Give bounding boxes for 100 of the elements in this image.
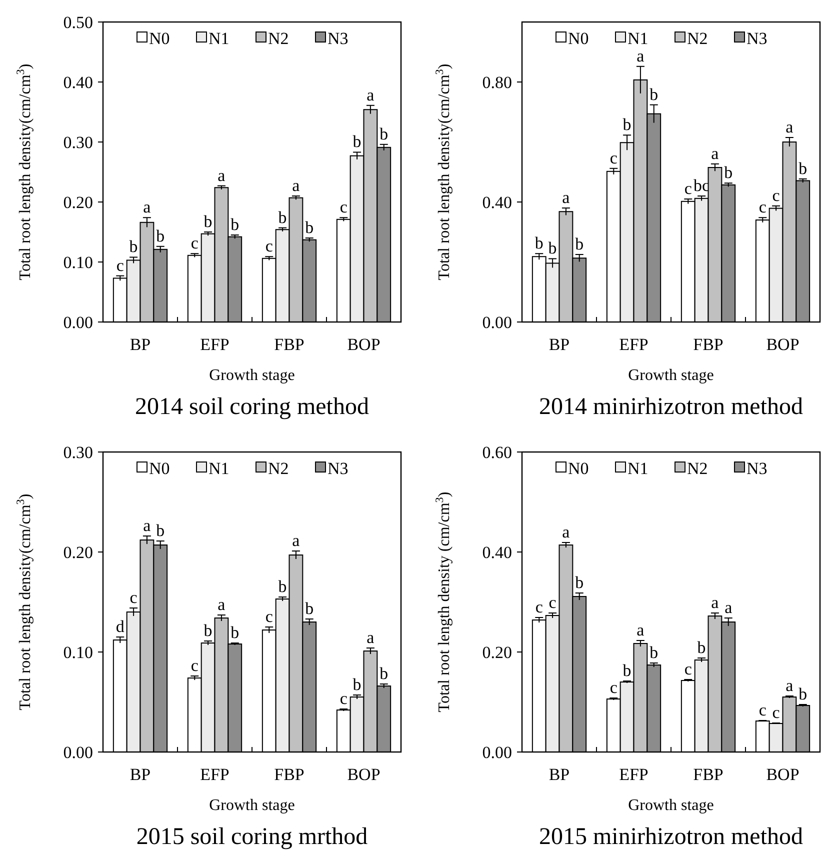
x-tick-label: EFP bbox=[619, 765, 648, 784]
y-tick-label: 0.40 bbox=[482, 542, 512, 562]
y-tick-label: 0.40 bbox=[482, 192, 512, 212]
x-tick-label: FBP bbox=[274, 765, 304, 784]
data-label: c bbox=[190, 234, 199, 253]
legend-label: N0 bbox=[568, 28, 589, 48]
y-tick-label: 0.20 bbox=[482, 642, 512, 662]
data-label: c bbox=[265, 236, 274, 256]
data-label: b bbox=[129, 237, 138, 256]
x-tick-label: FBP bbox=[693, 765, 724, 784]
y-tick-label: 0.20 bbox=[63, 192, 93, 212]
y-tick-label: 0.00 bbox=[63, 742, 93, 762]
data-label: c bbox=[190, 656, 199, 675]
data-label: a bbox=[218, 595, 226, 614]
data-label: b bbox=[798, 684, 808, 704]
data-label: d bbox=[116, 617, 125, 636]
data-label: b bbox=[230, 623, 240, 642]
legend-label: N1 bbox=[208, 458, 230, 478]
x-tick-label: EFP bbox=[200, 335, 230, 354]
legend-label: N3 bbox=[328, 458, 348, 478]
x-tick-label: EFP bbox=[619, 335, 648, 354]
data-label: a bbox=[636, 620, 645, 640]
legend-label: N3 bbox=[746, 458, 768, 478]
data-label: b bbox=[575, 234, 584, 254]
data-label: a bbox=[711, 593, 720, 612]
legend-label: N3 bbox=[328, 28, 348, 48]
data-label: a bbox=[143, 516, 152, 535]
data-label: a bbox=[562, 188, 570, 207]
data-label: b bbox=[156, 226, 165, 246]
data-label: c bbox=[340, 689, 348, 708]
data-label: b bbox=[204, 212, 212, 231]
data-label: b bbox=[724, 163, 733, 182]
y-tick-label: 0.20 bbox=[63, 542, 93, 562]
y-tick-label: 0.00 bbox=[482, 742, 512, 762]
x-tick-label: BP bbox=[548, 335, 570, 354]
data-label: c bbox=[684, 179, 692, 198]
data-label: b bbox=[697, 638, 706, 657]
data-label: c bbox=[758, 700, 767, 720]
data-label: a bbox=[724, 598, 733, 617]
data-label: c bbox=[772, 703, 780, 722]
y-tick-label: 0.30 bbox=[63, 132, 93, 152]
data-label: a bbox=[711, 144, 720, 163]
legend-label: N0 bbox=[149, 28, 170, 48]
data-label: a bbox=[292, 176, 300, 195]
legend-label: N2 bbox=[687, 458, 708, 478]
data-label: c bbox=[610, 678, 618, 697]
y-tick-label: 0.40 bbox=[63, 72, 93, 92]
y-tick-label: 0.30 bbox=[63, 442, 93, 462]
data-label: c bbox=[116, 256, 124, 275]
data-label: c bbox=[758, 198, 767, 217]
data-label: b bbox=[622, 661, 632, 680]
data-label: b bbox=[622, 115, 632, 134]
data-label: a bbox=[218, 166, 226, 185]
data-label: c bbox=[130, 588, 138, 607]
legend-label: N0 bbox=[568, 458, 589, 478]
data-label: c bbox=[535, 598, 544, 616]
y-tick-label: 0.60 bbox=[482, 442, 512, 462]
data-label: b bbox=[204, 621, 212, 640]
data-label: b bbox=[230, 215, 240, 234]
x-tick-label: FBP bbox=[693, 335, 724, 354]
x-tick-label: BOP bbox=[347, 765, 380, 784]
y-tick-label: 0.80 bbox=[482, 72, 512, 92]
data-label: a bbox=[143, 198, 152, 217]
x-tick-label: BP bbox=[548, 765, 570, 784]
data-label: a bbox=[786, 118, 794, 136]
legend-label: N0 bbox=[149, 458, 170, 478]
x-axis-title: Growth stage bbox=[209, 797, 295, 814]
x-axis-title: Growth stage bbox=[628, 367, 714, 384]
x-tick-label: BOP bbox=[766, 335, 800, 354]
data-label: a bbox=[562, 522, 570, 542]
y-tick-label: 0.00 bbox=[482, 312, 512, 332]
data-label: b bbox=[798, 158, 808, 178]
data-label: a bbox=[636, 46, 645, 66]
data-label: b bbox=[352, 675, 362, 694]
data-label: b bbox=[156, 521, 165, 540]
legend-label: N1 bbox=[628, 458, 648, 478]
data-label: a bbox=[366, 85, 375, 104]
data-label: b bbox=[534, 234, 544, 253]
x-tick-label: BOP bbox=[766, 765, 800, 784]
x-tick-label: BOP bbox=[347, 335, 380, 354]
legend-label: N2 bbox=[268, 458, 289, 478]
x-axis-title: Growth stage bbox=[209, 367, 295, 384]
data-label: c bbox=[340, 198, 348, 217]
data-label: a bbox=[292, 531, 300, 550]
data-label: b bbox=[380, 664, 388, 683]
data-label: c bbox=[684, 660, 692, 678]
data-label: b bbox=[380, 124, 388, 144]
legend-label: N2 bbox=[687, 28, 708, 48]
x-axis-title: Growth stage bbox=[628, 797, 714, 814]
data-label: a bbox=[786, 676, 794, 695]
legend-label: N2 bbox=[268, 28, 289, 48]
data-label: b bbox=[278, 577, 287, 596]
data-label: c bbox=[772, 186, 780, 205]
x-tick-label: FBP bbox=[274, 335, 304, 354]
data-label: b bbox=[352, 132, 362, 152]
legend-label: N3 bbox=[746, 28, 768, 48]
data-label: b bbox=[305, 599, 314, 618]
y-tick-label: 0.10 bbox=[63, 252, 93, 272]
data-label: b bbox=[575, 573, 584, 592]
text: 2014 soil coring method bbox=[135, 394, 369, 420]
